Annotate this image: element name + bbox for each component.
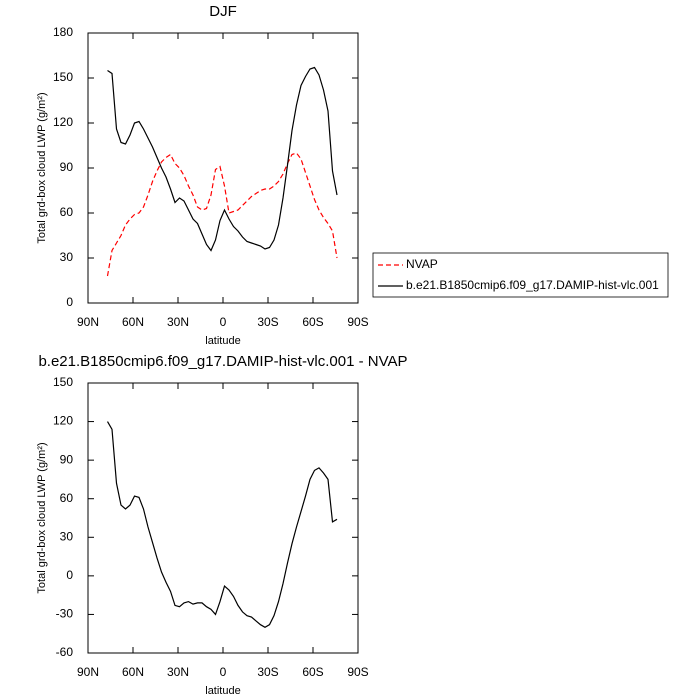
- x-tick-label: 30S: [257, 315, 278, 329]
- legend-label: b.e21.B1850cmip6.f09_g17.DAMIP-hist-vlc.…: [406, 278, 659, 292]
- x-tick-label: 60S: [302, 315, 323, 329]
- x-tick-label: 30S: [257, 665, 278, 679]
- x-axis-label: latitude: [205, 685, 240, 697]
- plot-frame: [87, 382, 359, 654]
- x-tick-label: 90N: [77, 315, 99, 329]
- y-axis-label: Total grd-box cloud LWP (g/m²): [36, 442, 48, 593]
- data-line: [106, 421, 338, 628]
- y-axis-label: Total grd-box cloud LWP (g/m²): [36, 92, 48, 243]
- y-tick-label: 120: [53, 115, 73, 129]
- x-tick-label: 30N: [167, 315, 189, 329]
- y-tick-label: 30: [60, 250, 74, 264]
- y-tick-label: -60: [56, 645, 74, 659]
- chart-title: b.e21.B1850cmip6.f09_g17.DAMIP-hist-vlc.…: [38, 353, 407, 370]
- y-tick-label: 30: [60, 529, 74, 543]
- y-tick-label: -30: [56, 607, 74, 621]
- legend: NVAP b.e21.B1850cmip6.f09_g17.DAMIP-hist-…: [372, 252, 669, 298]
- x-tick-label: 60N: [122, 665, 144, 679]
- x-tick-label: 30N: [167, 665, 189, 679]
- y-tick-label: 90: [60, 160, 74, 174]
- x-tick-label: 90N: [77, 665, 99, 679]
- y-tick-label: 120: [53, 414, 73, 428]
- x-tick-label: 60N: [122, 315, 144, 329]
- chart-title: DJF: [209, 3, 237, 20]
- y-tick-label: 0: [66, 295, 73, 309]
- data-line: [106, 152, 338, 277]
- x-axis-label: latitude: [205, 335, 240, 347]
- x-tick-label: 0: [220, 665, 227, 679]
- x-tick-label: 90S: [347, 315, 368, 329]
- y-tick-label: 150: [53, 70, 73, 84]
- y-tick-label: 60: [60, 491, 74, 505]
- x-tick-label: 0: [220, 315, 227, 329]
- data-line: [107, 66, 338, 252]
- y-tick-label: 60: [60, 205, 74, 219]
- x-tick-label: 90S: [347, 665, 368, 679]
- legend-label: NVAP: [406, 257, 438, 271]
- y-tick-label: 150: [53, 375, 73, 389]
- legend-box: [372, 252, 669, 298]
- y-tick-label: 180: [53, 25, 73, 39]
- y-tick-label: 0: [66, 568, 73, 582]
- y-tick-label: 90: [60, 452, 74, 466]
- x-tick-label: 60S: [302, 665, 323, 679]
